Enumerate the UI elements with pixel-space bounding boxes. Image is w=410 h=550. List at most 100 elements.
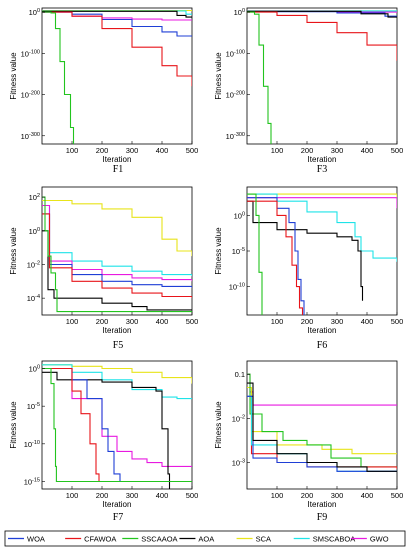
series-line-cfawoa: [42, 213, 192, 299]
y-axis-label: Fitness value: [214, 401, 223, 449]
series-line-aoa: [247, 382, 397, 472]
y-tick-label: 100: [29, 227, 40, 236]
series-group: [247, 10, 397, 144]
y-axis-label: Fitness value: [214, 52, 223, 100]
y-tick-label: 100: [234, 8, 245, 17]
x-axis-label: Iteration: [103, 155, 132, 164]
panel-f5: 100 200 300 400 500 102 100 10-2 10-4 Iteration Fi…: [9, 186, 199, 351]
y-tick-label: 10-4: [27, 294, 40, 303]
series-line-sscaaoa: [247, 193, 263, 315]
legend-item-gwo: GWO: [350, 535, 389, 544]
x-tick-label: 100: [66, 491, 79, 500]
series-line-cfawoa: [42, 11, 192, 87]
x-tick-label: 200: [301, 491, 314, 500]
series-line-cfawoa: [247, 200, 304, 315]
series-line-sca: [247, 193, 397, 200]
series-line-smscaboa: [247, 193, 397, 262]
y-tick-label: 100: [234, 211, 245, 220]
y-tick-label: 10-5: [232, 247, 245, 256]
x-tick-label: 500: [186, 491, 199, 500]
x-tick-label: 300: [331, 146, 344, 155]
plot-area: [41, 186, 193, 316]
series-line-aoa: [42, 230, 192, 311]
series-group: [247, 373, 397, 472]
legend-label: SSCAAOA: [141, 535, 177, 544]
x-tick-label: 400: [361, 491, 374, 500]
x-tick-label: 300: [126, 317, 139, 326]
y-tick-label: 10-10: [24, 440, 40, 449]
legend-item-woa: WOA: [8, 535, 45, 544]
y-tick-label: 102: [29, 193, 40, 202]
chart-title: F6: [317, 340, 328, 351]
series-line-sca: [42, 199, 192, 257]
x-tick-label: 300: [331, 491, 344, 500]
x-tick-label: 200: [96, 317, 109, 326]
series-line-aoa: [42, 371, 171, 489]
legend: WOA CFAWOA SSCAAOA AOA SCA SMSCABOA GWO: [4, 530, 406, 547]
x-axis-label: Iteration: [103, 326, 132, 335]
series-group: [42, 364, 192, 489]
legend-item-sca: SCA: [236, 535, 271, 544]
series-group: [42, 9, 192, 144]
x-tick-label: 300: [126, 146, 139, 155]
x-tick-label: 400: [156, 317, 169, 326]
x-tick-label: 500: [186, 146, 199, 155]
x-tick-label: 200: [301, 317, 314, 326]
series-line-cfawoa: [247, 11, 397, 61]
series-line-sscaaoa: [42, 367, 192, 483]
x-tick-label: 100: [271, 317, 284, 326]
series-line-sscaaoa: [42, 11, 75, 144]
x-axis-label: Iteration: [308, 155, 337, 164]
legend-label: GWO: [370, 535, 389, 544]
series-group: [247, 193, 397, 315]
legend-item-sscaaoa: SSCAAOA: [122, 535, 178, 544]
series-line-aoa: [42, 10, 192, 18]
x-axis-label: Iteration: [308, 326, 337, 335]
x-tick-label: 400: [361, 146, 374, 155]
x-tick-label: 100: [66, 317, 79, 326]
x-axis-label: Iteration: [103, 500, 132, 509]
x-tick-label: 500: [391, 317, 404, 326]
x-tick-label: 200: [96, 491, 109, 500]
y-axis-label: Fitness value: [9, 227, 18, 275]
x-tick-label: 500: [186, 317, 199, 326]
y-tick-label: 10-5: [27, 402, 40, 411]
plot-area: [246, 7, 398, 145]
series-line-aoa: [247, 10, 397, 18]
legend-label: CFAWOA: [84, 535, 116, 544]
y-tick-label: 10-100: [21, 49, 40, 58]
y-tick-label: 0.1: [235, 370, 245, 379]
y-tick-label: 100: [29, 365, 40, 374]
series-group: [42, 196, 192, 313]
y-tick-label: 10-300: [226, 132, 245, 141]
y-tick-label: 10-15: [24, 477, 40, 486]
chart-title: F9: [317, 512, 328, 523]
chart-title: F1: [113, 164, 124, 175]
legend-item-aoa: AOA: [179, 535, 214, 544]
chart-title: F7: [113, 512, 124, 523]
plot-area: [246, 360, 398, 490]
chart-title: F3: [317, 164, 328, 175]
x-tick-label: 300: [331, 317, 344, 326]
y-tick-label: 10-10: [229, 283, 245, 292]
panel-f9: 100 200 300 400 500 0.1 10-2 10-3 Iteration Fitne…: [214, 360, 403, 523]
x-tick-label: 500: [391, 146, 404, 155]
y-tick-label: 10-300: [21, 132, 40, 141]
x-tick-label: 100: [66, 146, 79, 155]
y-axis-label: Fitness value: [214, 227, 223, 275]
plot-area: [41, 7, 193, 145]
series-line-aoa: [247, 200, 364, 301]
y-tick-label: 10-100: [226, 49, 245, 58]
x-tick-label: 300: [126, 491, 139, 500]
x-tick-label: 100: [271, 146, 284, 155]
panel-f1: 100 200 300 400 500 100 10-100 10-200 10-300 Iter…: [9, 7, 199, 175]
series-line-gwo: [247, 197, 397, 209]
legend-label: SCA: [256, 535, 271, 544]
series-line-sscaaoa: [42, 196, 192, 313]
legend-label: AOA: [198, 535, 214, 544]
plot-area: [246, 186, 398, 316]
series-line-gwo: [42, 367, 192, 467]
chart-title: F5: [113, 340, 124, 351]
y-axis-label: Fitness value: [9, 52, 18, 100]
